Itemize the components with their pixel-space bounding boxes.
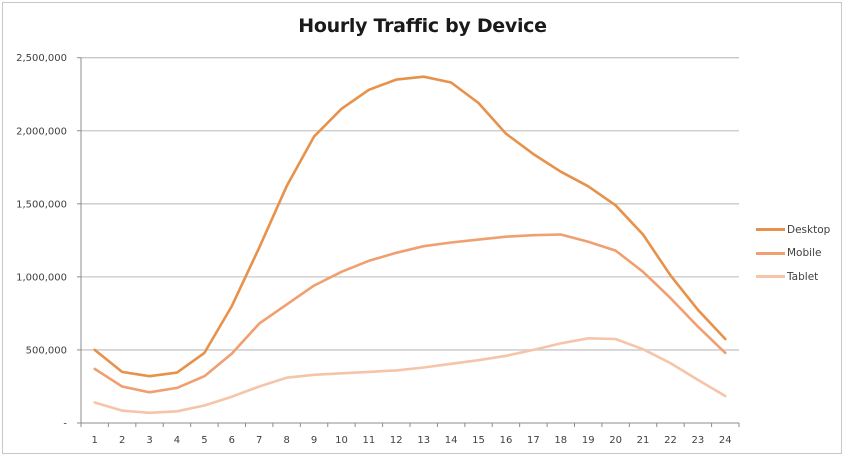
x-tick-label: 4	[174, 435, 180, 446]
x-tick-label: 19	[582, 435, 595, 446]
legend-swatch-mobile	[756, 251, 785, 255]
axes	[77, 57, 740, 427]
legend: Desktop Mobile Tablet	[756, 218, 830, 289]
x-tick-label: 9	[311, 435, 317, 446]
x-tick-label: 12	[390, 435, 403, 446]
x-tick-label: 20	[609, 435, 622, 446]
x-tick-label: 24	[719, 435, 732, 446]
legend-label-mobile: Mobile	[787, 247, 822, 260]
x-tick-label: 10	[335, 435, 348, 446]
x-tick-label: 7	[256, 435, 262, 446]
y-tick-label: 1,500,000	[16, 199, 67, 210]
x-axis-labels: 1 2 3 4 5 6 7 8 9 10 11 12 13 14 15 16 17 18 19 20 21 22 23 24	[92, 435, 732, 446]
legend-swatch-desktop	[756, 228, 785, 232]
series-line-mobile	[93, 233, 727, 394]
series-lines	[93, 75, 727, 415]
x-tick-label: 18	[554, 435, 567, 446]
legend-label-desktop: Desktop	[787, 223, 831, 236]
x-tick-label: 5	[201, 435, 207, 446]
y-tick-label: 1,000,000	[16, 272, 67, 283]
y-tick-label: -	[63, 419, 67, 430]
x-tick-label: 6	[229, 435, 235, 446]
x-tick-label: 3	[146, 435, 152, 446]
legend-item-mobile: Mobile	[756, 242, 830, 266]
legend-item-desktop: Desktop	[756, 218, 830, 242]
x-tick-label: 8	[283, 435, 289, 446]
x-tick-label: 2	[119, 435, 125, 446]
series-line-desktop	[93, 75, 727, 378]
x-tick-label: 13	[417, 435, 430, 446]
x-tick-label: 11	[363, 435, 376, 446]
x-tick-label: 23	[692, 435, 705, 446]
chart-title: Hourly Traffic by Device	[298, 15, 547, 37]
series-line-tablet	[93, 336, 727, 415]
x-tick-label: 21	[637, 435, 650, 446]
legend-label-tablet: Tablet	[787, 270, 819, 283]
x-tick-label: 14	[445, 435, 458, 446]
gridlines	[81, 57, 739, 351]
x-tick-label: 16	[500, 435, 513, 446]
x-tick-label: 22	[664, 435, 677, 446]
x-tick-label: 1	[92, 435, 98, 446]
legend-swatch-tablet	[756, 275, 785, 279]
y-tick-label: 2,500,000	[16, 53, 67, 64]
y-tick-label: 2,000,000	[16, 126, 67, 137]
y-axis-labels: - 500,000 1,000,000 1,500,000 2,000,000 2,500…	[16, 53, 67, 429]
x-tick-label: 17	[527, 435, 540, 446]
legend-item-tablet: Tablet	[756, 265, 830, 289]
y-tick-label: 500,000	[26, 345, 67, 356]
x-tick-label: 15	[472, 435, 485, 446]
